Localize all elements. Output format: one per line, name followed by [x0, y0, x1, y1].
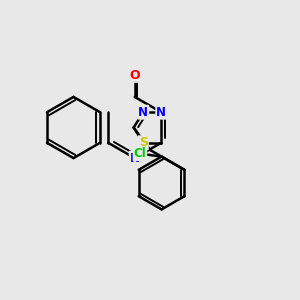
Text: Cl: Cl [134, 147, 146, 160]
Text: N: N [138, 106, 148, 119]
Text: N: N [130, 152, 140, 165]
Text: S: S [139, 136, 148, 149]
Text: N: N [156, 106, 166, 119]
Text: O: O [129, 69, 140, 82]
